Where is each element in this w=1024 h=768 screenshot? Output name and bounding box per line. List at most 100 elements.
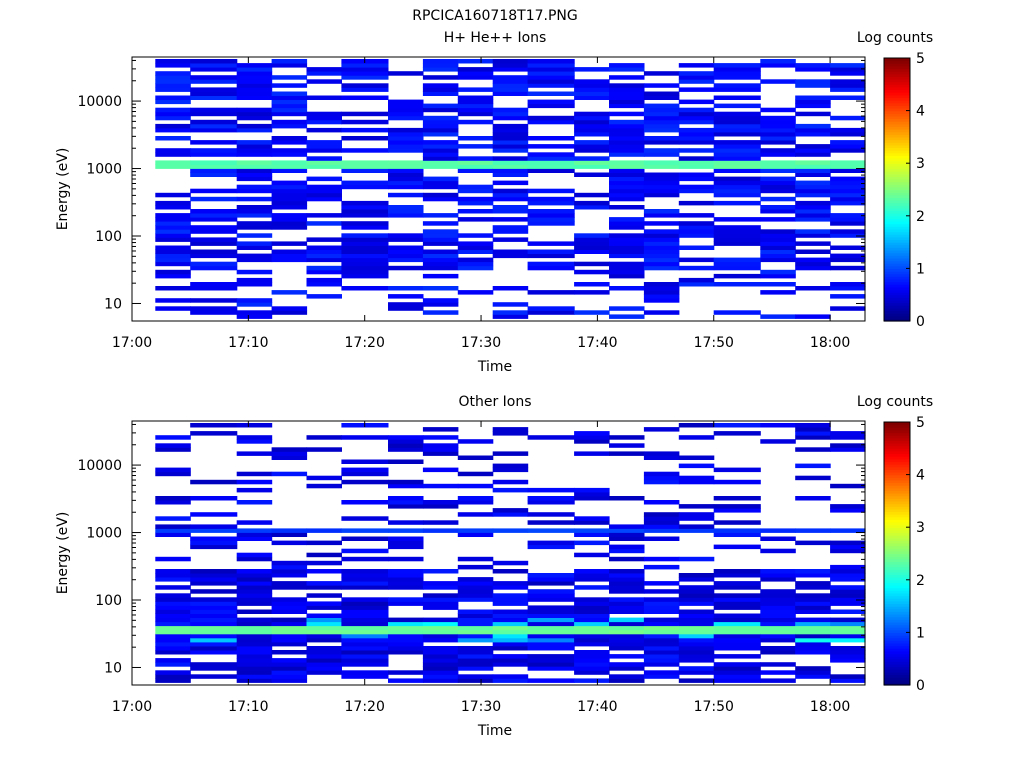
- heatmap-cell: [388, 650, 424, 655]
- heatmap-cell: [643, 662, 680, 667]
- heatmap-cell: [609, 569, 645, 574]
- heatmap-cell: [236, 435, 273, 440]
- heatmap-cell: [760, 678, 796, 683]
- heatmap-cell: [795, 463, 831, 469]
- heatmap-cell: [678, 601, 715, 606]
- heatmap-cell: [678, 597, 715, 602]
- heatmap-cell: [236, 678, 273, 683]
- colorbar-segment: [884, 458, 910, 463]
- colorbar-segment: [884, 682, 910, 686]
- heatmap-cell: [527, 487, 575, 493]
- colorbar-segment: [884, 228, 910, 233]
- heatmap-cell: [609, 176, 645, 182]
- heatmap-cell: [236, 662, 273, 667]
- heatmap-cell: [609, 536, 645, 541]
- heatmap-cell: [388, 504, 424, 509]
- heatmap-cell: [155, 192, 191, 198]
- heatmap-cell: [574, 577, 610, 582]
- heatmap-cell: [609, 172, 645, 177]
- heatmap-cell: [155, 59, 191, 64]
- heatmap-cell: [155, 597, 191, 602]
- heatmap-cell: [236, 609, 273, 614]
- heatmap-cell: [236, 310, 273, 315]
- heatmap-cell: [760, 229, 796, 234]
- heatmap-cell: [422, 59, 459, 64]
- heatmap-cell: [830, 83, 866, 88]
- heatmap-cell: [760, 593, 796, 598]
- heatmap-cell: [609, 91, 645, 96]
- heatmap-cell: [341, 241, 389, 246]
- heatmap-cell: [422, 601, 459, 606]
- colorbar-segment: [884, 443, 910, 447]
- heatmap-cell: [190, 282, 238, 287]
- heatmap-cell: [190, 213, 238, 218]
- heatmap-cell: [713, 132, 761, 137]
- heatmap-cell: [830, 286, 866, 291]
- heatmap-cell: [236, 487, 273, 493]
- heatmap-cell: [678, 75, 715, 80]
- heatmap-cell: [155, 629, 191, 635]
- x-tick-label: 17:10: [228, 699, 268, 715]
- heatmap-cell: [795, 601, 831, 606]
- heatmap-cell: [492, 156, 529, 161]
- heatmap-cell: [643, 479, 680, 485]
- heatmap-cell: [271, 674, 308, 679]
- colorbar-segment: [884, 268, 910, 272]
- heatmap-cell: [236, 593, 273, 598]
- heatmap-cell: [388, 443, 424, 448]
- heatmap-cell: [527, 306, 575, 311]
- heatmap-cell: [306, 646, 342, 651]
- heatmap-cell: [457, 184, 494, 190]
- heatmap-cell: [643, 500, 680, 505]
- heatmap-cell: [388, 556, 424, 562]
- heatmap-cell: [236, 95, 273, 100]
- heatmap-cell: [341, 71, 389, 76]
- heatmap-cell: [306, 160, 342, 165]
- colorbar-segment: [884, 121, 910, 125]
- heatmap-cell: [422, 213, 459, 218]
- colorbar-segment: [884, 118, 910, 122]
- heatmap-cell: [388, 633, 424, 639]
- panel-2-heatmap-cells: [155, 423, 866, 683]
- heatmap-cell: [422, 678, 459, 683]
- heatmap-cell: [643, 71, 680, 76]
- heatmap-cell: [643, 654, 680, 659]
- heatmap-cell: [492, 136, 529, 141]
- heatmap-cell: [678, 617, 715, 623]
- colorbar-segment: [884, 89, 910, 93]
- heatmap-cell: [609, 95, 645, 100]
- heatmap-cell: [457, 589, 494, 594]
- heatmap-cell: [422, 585, 459, 590]
- colorbar-tick-label: 0: [916, 314, 925, 330]
- heatmap-cell: [760, 160, 796, 165]
- heatmap-cell: [795, 132, 831, 137]
- colorbar-segment: [884, 466, 910, 470]
- heatmap-cell: [678, 107, 715, 113]
- heatmap-cell: [236, 148, 273, 153]
- heatmap-cell: [271, 532, 308, 537]
- heatmap-cell: [155, 221, 191, 226]
- heatmap-cell: [155, 306, 191, 311]
- heatmap-cell: [271, 188, 308, 194]
- heatmap-cell: [155, 253, 191, 259]
- heatmap-cell: [341, 556, 389, 562]
- heatmap-cell: [457, 209, 494, 214]
- heatmap-cell: [306, 144, 342, 149]
- heatmap-cell: [830, 589, 866, 594]
- heatmap-cell: [236, 520, 273, 525]
- heatmap-cell: [341, 629, 389, 635]
- colorbar-segment: [884, 521, 910, 526]
- heatmap-cell: [306, 71, 342, 76]
- heatmap-cell: [643, 670, 680, 675]
- heatmap-cell: [388, 536, 424, 541]
- heatmap-cell: [760, 637, 796, 643]
- heatmap-cell: [236, 184, 273, 190]
- heatmap-cell: [713, 257, 761, 263]
- colorbar-segment: [884, 273, 910, 277]
- heatmap-cell: [155, 245, 191, 250]
- heatmap-cell: [306, 176, 342, 182]
- heatmap-cell: [713, 423, 761, 428]
- heatmap-cell: [713, 646, 761, 651]
- heatmap-cell: [236, 637, 273, 643]
- heatmap-cell: [190, 605, 238, 610]
